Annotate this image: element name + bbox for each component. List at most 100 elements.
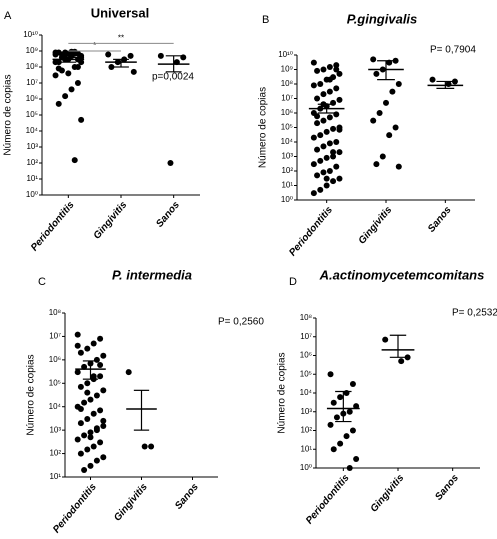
data-point — [326, 114, 333, 121]
data-point — [78, 59, 85, 66]
significance-label: * — [93, 41, 96, 50]
data-point — [314, 172, 321, 179]
annotation: P= 0,2560 — [218, 317, 264, 328]
data-point — [310, 134, 317, 141]
y-tick-label: 10⁷ — [300, 332, 312, 341]
data-point — [52, 59, 59, 66]
data-point — [314, 120, 321, 127]
x-tick-label: Sanos — [154, 199, 182, 229]
data-point — [68, 86, 75, 93]
data-point — [90, 340, 97, 347]
data-point — [326, 88, 333, 95]
data-point — [90, 373, 97, 380]
error-bar — [82, 360, 99, 380]
data-point — [404, 354, 411, 361]
error-bar — [436, 80, 455, 89]
data-point — [77, 405, 84, 412]
data-point — [77, 383, 84, 390]
data-point — [337, 394, 344, 401]
x-tick-label: Periodontitis — [29, 199, 77, 253]
data-point — [349, 427, 356, 434]
data-point — [141, 443, 148, 450]
data-point — [127, 52, 134, 59]
y-tick-label: 10² — [300, 426, 312, 435]
data-point — [93, 392, 100, 399]
panel-letter: B — [262, 14, 269, 26]
data-point — [349, 381, 356, 388]
data-point — [74, 331, 81, 338]
data-point — [320, 91, 327, 98]
data-point — [373, 70, 380, 77]
annotation: P= 0,7904 — [430, 45, 476, 56]
data-point — [310, 190, 317, 197]
y-tick-label: 10⁸ — [300, 313, 312, 322]
data-point — [84, 446, 91, 453]
data-point — [84, 389, 91, 396]
data-point — [398, 358, 405, 365]
data-point — [337, 440, 344, 447]
y-tick-label: 10³ — [49, 425, 61, 434]
data-point — [333, 62, 340, 69]
y-tick-label: 10⁶ — [26, 94, 38, 103]
data-point — [370, 117, 377, 124]
data-point — [317, 157, 324, 164]
data-point — [58, 67, 65, 74]
y-axis-label: Número de copias — [258, 87, 269, 168]
data-point — [93, 356, 100, 363]
data-point — [343, 390, 350, 396]
panel-letter: C — [38, 276, 46, 288]
chart-title: P. intermedia — [112, 267, 192, 282]
data-point — [105, 51, 112, 58]
y-tick-label: 10² — [281, 166, 293, 175]
y-tick-label: 10¹⁰ — [278, 50, 293, 59]
data-point — [392, 124, 399, 131]
data-point — [317, 81, 324, 87]
y-tick-label: 10⁰ — [26, 190, 38, 199]
data-point — [323, 182, 330, 189]
data-point — [77, 450, 84, 457]
y-tick-label: 10⁶ — [49, 355, 61, 364]
y-tick-label: 10³ — [281, 152, 293, 161]
data-point — [317, 132, 324, 139]
chart-title: P.gingivalis — [347, 11, 418, 26]
y-tick-label: 10⁴ — [49, 402, 62, 411]
y-tick-label: 10² — [49, 449, 61, 458]
y-tick-label: 10² — [26, 158, 38, 167]
data-point — [330, 149, 337, 156]
panel-letter: A — [4, 10, 12, 22]
x-tick-label: Gingivitis — [369, 472, 407, 514]
data-point — [333, 139, 340, 145]
y-tick-label: 10⁷ — [49, 332, 61, 341]
data-point — [336, 175, 343, 182]
data-point — [87, 434, 94, 441]
data-point — [330, 153, 337, 160]
y-tick-label: 10⁴ — [281, 137, 294, 146]
x-tick-label: Sanos — [173, 481, 201, 511]
y-tick-label: 10¹ — [300, 444, 312, 453]
y-tick-label: 10⁵ — [281, 123, 293, 132]
y-tick-label: 10¹ — [49, 472, 61, 481]
data-point — [333, 111, 340, 118]
data-point — [81, 466, 88, 473]
data-point — [52, 51, 59, 58]
error-bar — [113, 58, 129, 68]
data-point — [71, 64, 78, 70]
error-bar — [133, 389, 150, 431]
data-point — [108, 64, 115, 70]
x-tick-label: Gingivitis — [357, 204, 395, 246]
x-tick-label: Periodontitis — [304, 472, 352, 526]
data-point — [100, 352, 107, 359]
annotation: p=0,0024 — [152, 72, 194, 83]
y-tick-label: 10⁵ — [300, 369, 312, 378]
data-point — [90, 443, 97, 450]
y-tick-label: 10⁸ — [281, 79, 293, 88]
data-point — [71, 157, 78, 164]
data-point — [336, 70, 343, 77]
data-point — [373, 161, 380, 168]
data-point — [330, 399, 337, 406]
annotation: P= 0,2532 — [452, 308, 497, 319]
data-point — [74, 369, 81, 376]
data-point — [90, 410, 97, 417]
data-point — [148, 443, 155, 450]
